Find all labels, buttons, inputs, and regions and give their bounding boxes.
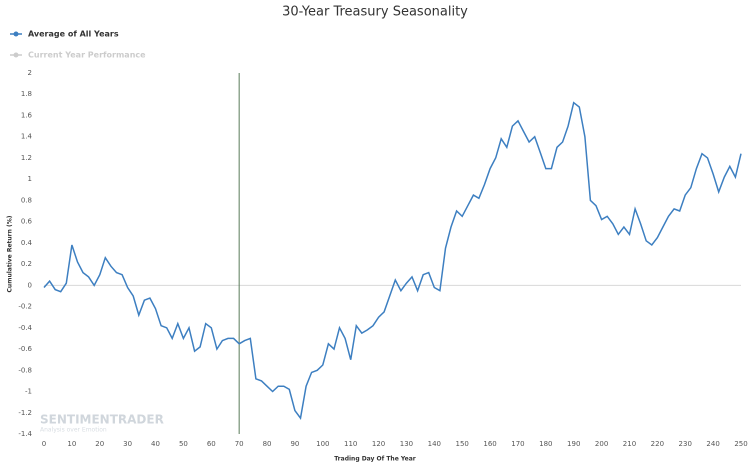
x-tick-label: 120 — [372, 440, 385, 448]
x-tick-label: 200 — [595, 440, 608, 448]
x-tick-label: 90 — [290, 440, 299, 448]
watermark-tagline: Analysis over Emotion — [40, 427, 107, 434]
x-tick-label: 240 — [706, 440, 719, 448]
x-tick-label: 60 — [207, 440, 216, 448]
x-tick-label: 0 — [42, 440, 46, 448]
y-tick-label: 1 — [28, 175, 32, 183]
chart-title: 30-Year Treasury Seasonality — [282, 5, 468, 20]
y-tick-label: 1.4 — [21, 133, 33, 141]
legend-label[interactable]: Average of All Years — [28, 30, 119, 39]
series-line — [43, 101, 742, 420]
x-tick-label: 100 — [316, 440, 329, 448]
y-tick-label: -0.8 — [18, 366, 32, 374]
x-tick-label: 10 — [67, 440, 76, 448]
y-tick-label: -0.4 — [18, 324, 32, 332]
x-tick-label: 160 — [483, 440, 496, 448]
y-tick-label: -1.4 — [18, 430, 32, 438]
x-tick-label: 190 — [567, 440, 580, 448]
y-tick-label: -0.2 — [18, 303, 32, 311]
y-tick-label: -1 — [25, 388, 32, 396]
x-tick-label: 250 — [734, 440, 747, 448]
x-tick-label: 40 — [151, 440, 160, 448]
y-tick-label: 0 — [28, 281, 32, 289]
legend-marker — [13, 31, 19, 37]
x-tick-label: 20 — [95, 440, 104, 448]
x-tick-label: 80 — [263, 440, 272, 448]
x-tick-label: 110 — [344, 440, 357, 448]
y-tick-label: 0.6 — [21, 218, 33, 226]
x-tick-label: 180 — [539, 440, 552, 448]
y-tick-label: 1.8 — [21, 90, 32, 98]
x-tick-label: 220 — [651, 440, 664, 448]
x-tick-label: 150 — [456, 440, 469, 448]
y-tick-label: -1.2 — [18, 409, 32, 417]
y-tick-label: -0.6 — [18, 345, 32, 353]
x-tick-label: 210 — [623, 440, 636, 448]
y-axis-label: Cumulative Return (%) — [7, 215, 14, 292]
x-tick-label: 30 — [123, 440, 132, 448]
legend-label[interactable]: Current Year Performance — [28, 51, 146, 60]
x-tick-label: 230 — [679, 440, 692, 448]
y-tick-label: 2 — [28, 69, 32, 77]
y-tick-label: 1.6 — [21, 111, 33, 119]
y-tick-label: 0.4 — [21, 239, 33, 247]
y-tick-label: 0.8 — [21, 196, 32, 204]
x-tick-label: 140 — [428, 440, 441, 448]
x-tick-label: 170 — [511, 440, 524, 448]
x-tick-label: 70 — [235, 440, 244, 448]
y-tick-label: 0.2 — [21, 260, 32, 268]
x-axis-label: Trading Day Of The Year — [334, 456, 416, 463]
x-tick-label: 130 — [400, 440, 413, 448]
y-tick-label: 1.2 — [21, 154, 32, 162]
watermark: SENTIMENTRADER — [40, 413, 164, 427]
x-tick-label: 50 — [179, 440, 188, 448]
legend-marker — [13, 52, 19, 58]
